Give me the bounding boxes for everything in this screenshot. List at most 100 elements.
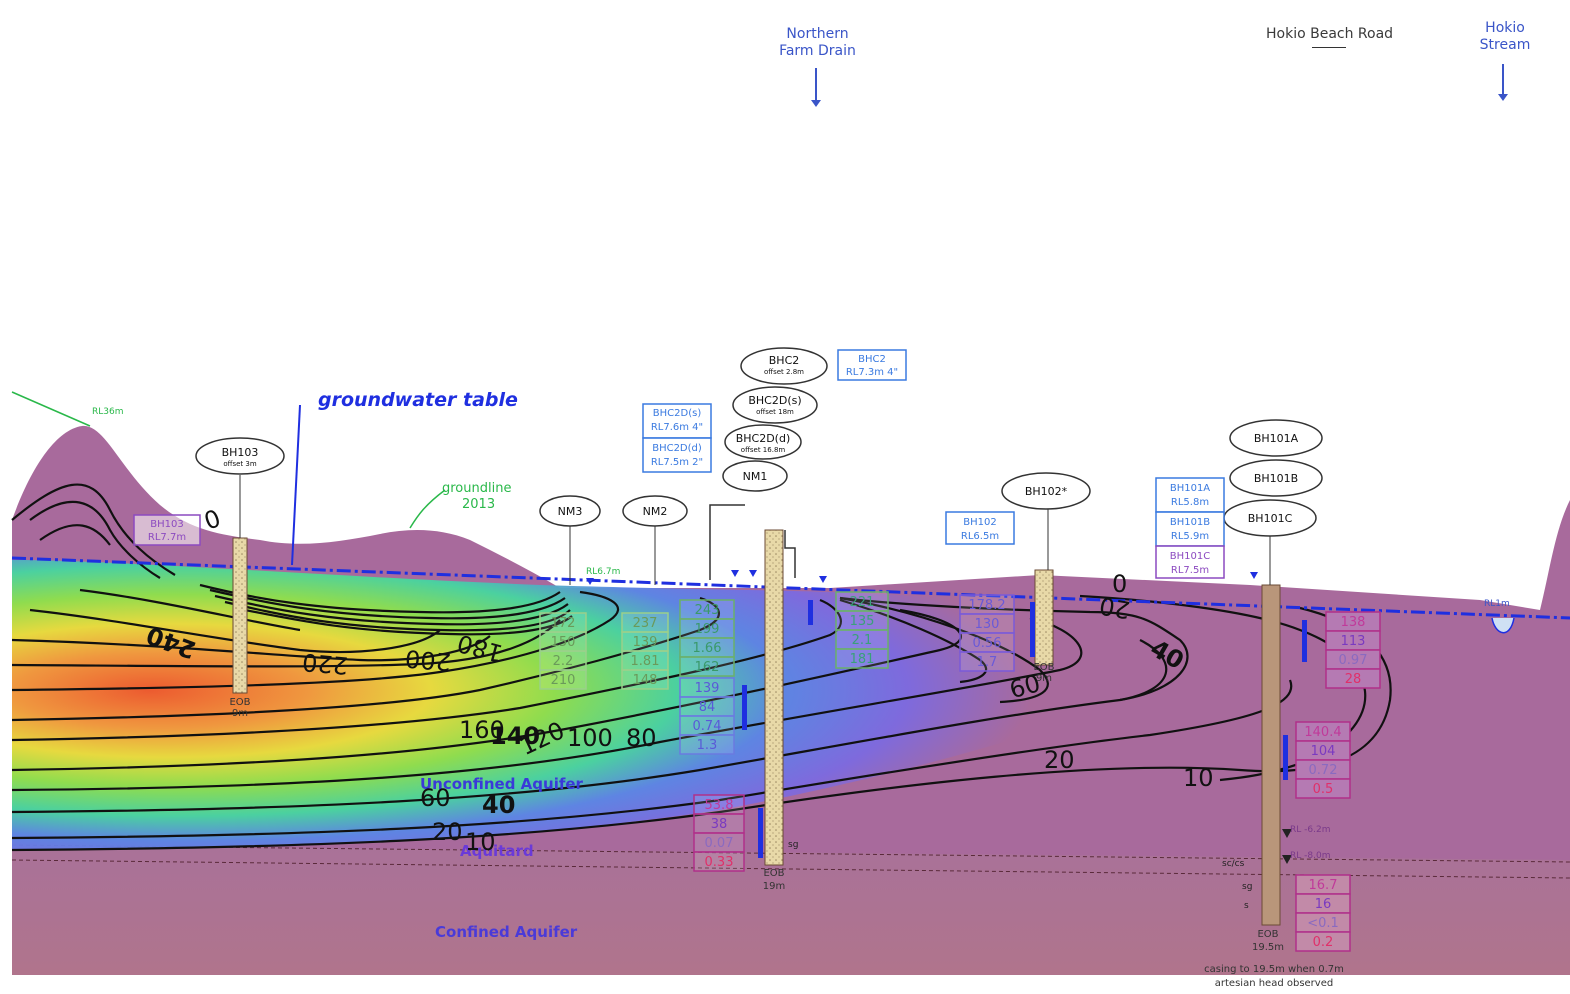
- data-value-bh101c-2: <0.1: [1307, 916, 1339, 931]
- contour-label-200: 200: [404, 644, 452, 676]
- nm1-pipe: [709, 504, 745, 580]
- hokio-stream-label: Hokio Stream: [1479, 20, 1531, 53]
- data-value-bhc2-0: 53.8: [705, 798, 734, 813]
- soil-label-2: sg: [1242, 882, 1252, 892]
- data-cell-bh101c-3: [1295, 931, 1351, 952]
- confined-aquifer: [12, 845, 1570, 975]
- stream-arrow-head: [1498, 94, 1508, 101]
- nm3-name: NM3: [558, 505, 583, 518]
- aquitard-label: Aquitard: [460, 842, 534, 860]
- data-cell-bh102-3: [959, 651, 1015, 672]
- dune-pointer: [11, 391, 91, 427]
- data-value-bh101c-1: 16: [1315, 897, 1332, 912]
- drain-arrow: [815, 68, 817, 104]
- dune-level-label: RL36m: [92, 407, 124, 417]
- contour-label-60-left: 60: [420, 784, 451, 812]
- data-cell-nm1_upper-3: [679, 656, 735, 677]
- data-cell-nm2-3: [621, 669, 669, 690]
- eob-bh102-1: EOB: [1033, 662, 1054, 673]
- bhc2dd-name: BHC2D(d): [736, 432, 791, 445]
- confined-aquifer-label: Confined Aquifer: [435, 923, 578, 941]
- contour-label-0-right: 0: [1112, 570, 1127, 598]
- nm2-name: NM2: [643, 505, 668, 518]
- unconfined-aquifer-label: Unconfined Aquifer: [420, 775, 584, 793]
- data-value-bhc2-2: 0.07: [705, 836, 734, 851]
- data-value-nm3-0: 172: [551, 616, 576, 631]
- data-cell-nm3-3: [539, 669, 587, 690]
- bhc2-rl: RL7.3m 4": [846, 367, 898, 378]
- stream-channel: [1491, 617, 1515, 634]
- contour-label-80: 80: [626, 724, 657, 752]
- eob-bh103-1: EOB: [229, 697, 250, 708]
- soil-label-1: sc/cs: [1222, 859, 1245, 869]
- contour-label-40-right: 40: [1146, 634, 1189, 675]
- data-value-nm1_lower-3: 1.3: [697, 738, 718, 753]
- bhc2ds-sub: offset 18m: [756, 408, 794, 416]
- data-value-nm1_lower-2: 0.74: [693, 719, 722, 734]
- bh103-rl: RL7.7m: [148, 532, 186, 543]
- data-value-nm1_upper-2: 1.66: [693, 641, 722, 656]
- bh101a-rl: RL5.8m: [1171, 497, 1209, 508]
- data-cell-bhc2ds-3: [835, 648, 889, 669]
- contour-label-0-left: 0: [200, 504, 224, 536]
- groundline-label-2: 2013: [462, 497, 495, 512]
- eob-bh101-2: 19.5m: [1252, 942, 1284, 953]
- data-value-bh102-0: 178.2: [968, 598, 1005, 613]
- data-value-nm2-0: 237: [633, 616, 658, 631]
- contour-labels: 0 240 220 200 180 160 140 120 100 80 60 …: [143, 504, 1214, 856]
- data-value-bhc2ds-0: 221: [850, 595, 875, 610]
- bhc2dd-rl-name: BHC2D(d): [652, 443, 702, 454]
- nm-water-level-label: RL6.7m: [586, 567, 620, 577]
- data-value-nm3-3: 210: [551, 673, 576, 688]
- screen-bh101a: [1302, 620, 1307, 662]
- bh101b-rl-name: BH101B: [1170, 517, 1210, 528]
- eob-bhc2-1: EOB: [763, 868, 784, 879]
- bh103-rl-name: BH103: [150, 519, 183, 530]
- rl-boxes: [133, 349, 1225, 579]
- data-value-nm1_upper-1: 199: [695, 622, 720, 637]
- eob-bhc2-2: 19m: [763, 881, 785, 892]
- bh101c-name: BH101C: [1248, 512, 1293, 525]
- data-value-nm3-2: 2.2: [553, 654, 574, 669]
- data-value-nm1_lower-0: 139: [695, 681, 720, 696]
- bh101b-name: BH101B: [1254, 472, 1298, 485]
- contour-label-100: 100: [567, 724, 613, 752]
- data-value-bh102-2: 0.56: [973, 636, 1002, 651]
- bhc2ds-rl: RL7.6m 4": [651, 422, 703, 433]
- data-value-bhc2ds-3: 181: [850, 652, 875, 667]
- bh101a-name: BH101A: [1254, 432, 1299, 445]
- stream-level-label: RL1m: [1484, 599, 1510, 609]
- data-value-nm2-1: 139: [633, 635, 658, 650]
- contour-label-220: 220: [301, 648, 349, 680]
- groundwater-table-label: groundwater table: [318, 389, 518, 411]
- data-value-bh101a-1: 113: [1341, 634, 1366, 649]
- bh102-rl: RL6.5m: [961, 531, 999, 542]
- bhc2dd-rl: RL7.5m 2": [651, 457, 703, 468]
- groundline-label-1: groundline: [442, 481, 511, 496]
- screen-bh102: [1030, 602, 1035, 657]
- data-value-bhc2-3: 0.33: [705, 855, 734, 870]
- data-value-bh101c-3: 0.2: [1313, 935, 1334, 950]
- contour-label-20-right: 20: [1044, 746, 1075, 774]
- well-symbols: [586, 570, 1292, 864]
- casing-note-1: casing to 19.5m when 0.7m: [1204, 964, 1344, 975]
- contour-label-160: 160: [459, 716, 505, 744]
- groundwater-table-line: [11, 556, 1570, 620]
- bh103-name: BH103: [222, 446, 259, 459]
- soil-label-3: s: [1244, 901, 1249, 911]
- casing-note-2: artesian head observed: [1215, 978, 1333, 989]
- data-cell-bhc2-3: [693, 851, 745, 872]
- eob-bh102-2: 9m: [1036, 673, 1052, 684]
- data-value-bh102-3: 1.7: [977, 655, 998, 670]
- northern-farm-drain-label: Northern Farm Drain: [779, 26, 856, 59]
- nm1-name: NM1: [743, 470, 768, 483]
- well-names: BH103 offset 3m NM3 NM2 NM1 BHC2 offset …: [222, 354, 1299, 525]
- data-value-bhc2ds-1: 135: [850, 614, 875, 629]
- bhc2ds-rl-name: BHC2D(s): [653, 408, 702, 419]
- screen-nm1: [742, 685, 747, 730]
- bhc2-pipe: [784, 530, 796, 578]
- contour-lines: [11, 483, 1392, 852]
- bh101-casing: [1261, 584, 1281, 926]
